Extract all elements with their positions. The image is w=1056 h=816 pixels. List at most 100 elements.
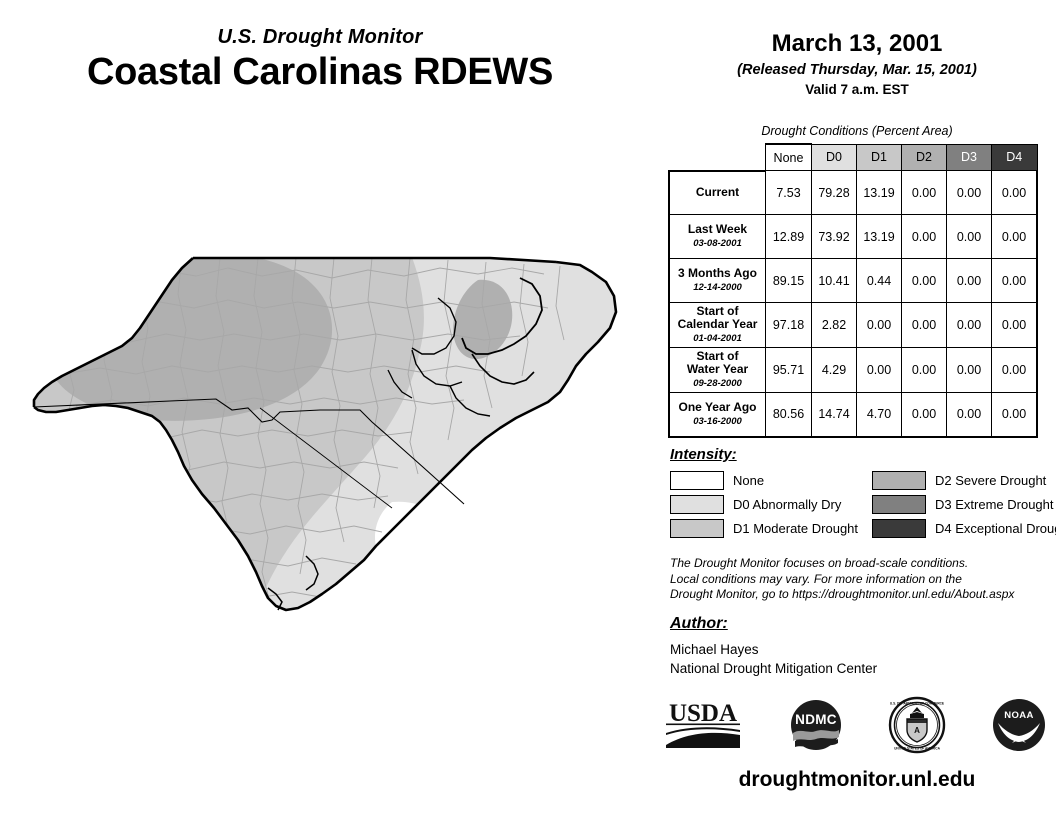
table-row: One Year Ago 03-16-2000 80.56 14.74 4.70 0.00… (668, 392, 1038, 438)
table-cell-d1: 0.44 (856, 258, 902, 303)
map-area-d2-east (453, 279, 513, 360)
table-cell-d1: 13.19 (856, 170, 902, 215)
table-cell-d4: 0.00 (991, 347, 1038, 393)
svg-text:A: A (914, 726, 920, 735)
table-cell-none: 97.18 (765, 302, 812, 348)
row-label-date: 03-16-2000 (693, 415, 742, 427)
legend-label-d1: D1 Moderate Drought (733, 520, 859, 536)
row-label-text: 3 Months Ago (678, 266, 757, 280)
noaa-logo: NOAA (993, 699, 1045, 751)
usdc-seal-logo: U.S. DEPARTMENT OF COMMERCE UNITED STATE… (888, 696, 946, 754)
table-row: Start of Calendar Year 01-04-2001 97.18 2.8… (668, 302, 1038, 348)
state-boundaries (32, 256, 618, 612)
table-cell-d1: 0.00 (856, 302, 902, 348)
row-label-text: One Year Ago (678, 399, 757, 414)
legend-label-d4: D4 Exceptional Drought (935, 520, 1056, 536)
carolinas-map-svg (20, 250, 640, 670)
table-cell-d0: 79.28 (811, 170, 857, 215)
table-body: Current 7.53 79.28 13.19 0.00 0.00 0.00 Last We… (668, 169, 1038, 438)
table-cell-d2: 0.00 (901, 170, 947, 215)
legend-item-d0: D0 Abnormally Dry (670, 492, 858, 516)
disclaimer-line-1: The Drought Monitor focuses on broad-sca… (670, 556, 969, 570)
legend-swatch-d4 (872, 518, 927, 538)
author-block: Michael Hayes National Drought Mitigatio… (670, 640, 877, 678)
valid-time: Valid 7 a.m. EST (805, 82, 909, 97)
table-cell-none: 80.56 (765, 392, 812, 438)
table-row: Current 7.53 79.28 13.19 0.00 0.00 0.00 (668, 169, 1038, 215)
table-row: 3 Months Ago 12-14-2000 89.15 10.41 0.44 0.00… (668, 258, 1038, 303)
legend-item-d3: D3 Extreme Drought (872, 492, 1056, 516)
row-label-text: Current (695, 185, 740, 200)
map-date: March 13, 2001 (771, 30, 943, 57)
intensity-legend: None D2 Severe Drought D0 Abnormally Dry D3… (670, 468, 1056, 540)
author-heading: Author: (670, 615, 728, 632)
table-row: Last Week 03-08-2001 12.89 73.92 13.19 0.00 0.… (668, 214, 1038, 259)
row-label-date: 01-04-2001 (693, 333, 742, 344)
row-label-date: 09-28-2000 (693, 378, 742, 389)
author-name: Michael Hayes (670, 642, 759, 657)
legend-item-d4: D4 Exceptional Drought (872, 516, 1056, 540)
legend-swatch-d3 (872, 494, 927, 514)
table-cell-d3: 0.00 (946, 302, 992, 348)
table-col-header-none: None (765, 143, 812, 171)
table-cell-d4: 0.00 (991, 302, 1038, 348)
row-label-text: Start of Water Year (686, 349, 749, 376)
table-cell-d0: 10.41 (811, 258, 857, 303)
table-cell-d4: 0.00 (991, 258, 1038, 303)
table-col-header-d0: D0 (811, 143, 857, 171)
svg-text:U.S. DEPARTMENT OF COMMERCE: U.S. DEPARTMENT OF COMMERCE (890, 702, 944, 706)
row-label-text: Last Week (687, 222, 748, 236)
table-row-label: Start of Water Year 09-28-2000 (668, 347, 766, 393)
legend-label-d0: D0 Abnormally Dry (733, 496, 842, 512)
table-cell-d2: 0.00 (901, 214, 947, 259)
table-row-label: One Year Ago 03-16-2000 (668, 392, 766, 438)
table-header-row: None D0 D1 D2 D3 D4 (669, 143, 1038, 171)
table-col-header-d2: D2 (901, 143, 947, 171)
table-cell-d2: 0.00 (901, 258, 947, 303)
table-row-label: Last Week 03-08-2001 (668, 214, 766, 259)
page-subtitle: U.S. Drought Monitor (217, 26, 423, 48)
table-col-header-d4: D4 (991, 143, 1038, 171)
table-row: Start of Water Year 09-28-2000 95.71 4.29 0.… (668, 347, 1038, 393)
table-header: None D0 D1 D2 D3 D4 (669, 143, 1038, 171)
disclaimer-line-2: Local conditions may vary. For more info… (670, 571, 962, 586)
table-cell-d2: 0.00 (901, 392, 947, 438)
legend-swatch-d2 (872, 470, 927, 490)
table-cell-none: 89.15 (765, 258, 812, 303)
legend-swatch-d0 (670, 494, 724, 514)
table-row-label: Start of Calendar Year 01-04-2001 (668, 302, 766, 348)
table-cell-d1: 13.19 (856, 214, 902, 259)
legend-item-d1: D1 Moderate Drought (670, 516, 858, 540)
footer-url: droughtmonitor.unl.edu (738, 768, 976, 791)
rdews-boundary-line (259, 407, 393, 509)
table-cell-d3: 0.00 (946, 258, 992, 303)
legend-label-d2: D2 Severe Drought (935, 472, 1047, 488)
drought-conditions-table: None D0 D1 D2 D3 D4 Current 7.53 79.28 13.19 0.00… (668, 143, 1038, 438)
title-block: U.S. Drought Monitor Coastal Carolinas R… (0, 26, 640, 94)
page-title: Coastal Carolinas RDEWS (86, 51, 554, 93)
table-cell-none: 95.71 (765, 347, 812, 393)
table-cell-d2: 0.00 (901, 347, 947, 393)
table-cell-d0: 2.82 (811, 302, 857, 348)
legend-swatch-none (670, 470, 724, 490)
svg-text:USDA: USDA (669, 700, 737, 727)
table-col-header-d1: D1 (856, 143, 902, 171)
legend-swatch-d1 (670, 518, 724, 538)
table-caption: Drought Conditions (Percent Area) (761, 124, 953, 138)
legend-item-none: None (670, 468, 858, 492)
date-block: March 13, 2001 (Released Thursday, Mar. … (666, 30, 1048, 97)
release-date: (Released Thursday, Mar. 15, 2001) (737, 62, 977, 78)
table-cell-d3: 0.00 (946, 347, 992, 393)
disclaimer-text: The Drought Monitor focuses on broad-sca… (670, 556, 1042, 603)
table-cell-d0: 4.29 (811, 347, 857, 393)
legend-label-none: None (733, 472, 765, 488)
disclaimer-line-3: Drought Monitor, go to https://droughtmo… (670, 587, 1015, 601)
row-label-date: 12-14-2000 (693, 282, 742, 293)
ndmc-logo: NDMC (791, 700, 841, 750)
drought-map (20, 250, 640, 670)
table-cell-none: 7.53 (765, 170, 812, 215)
svg-text:NDMC: NDMC (795, 712, 837, 727)
row-label-date: 03-08-2001 (693, 238, 742, 249)
svg-text:NOAA: NOAA (1004, 710, 1034, 721)
